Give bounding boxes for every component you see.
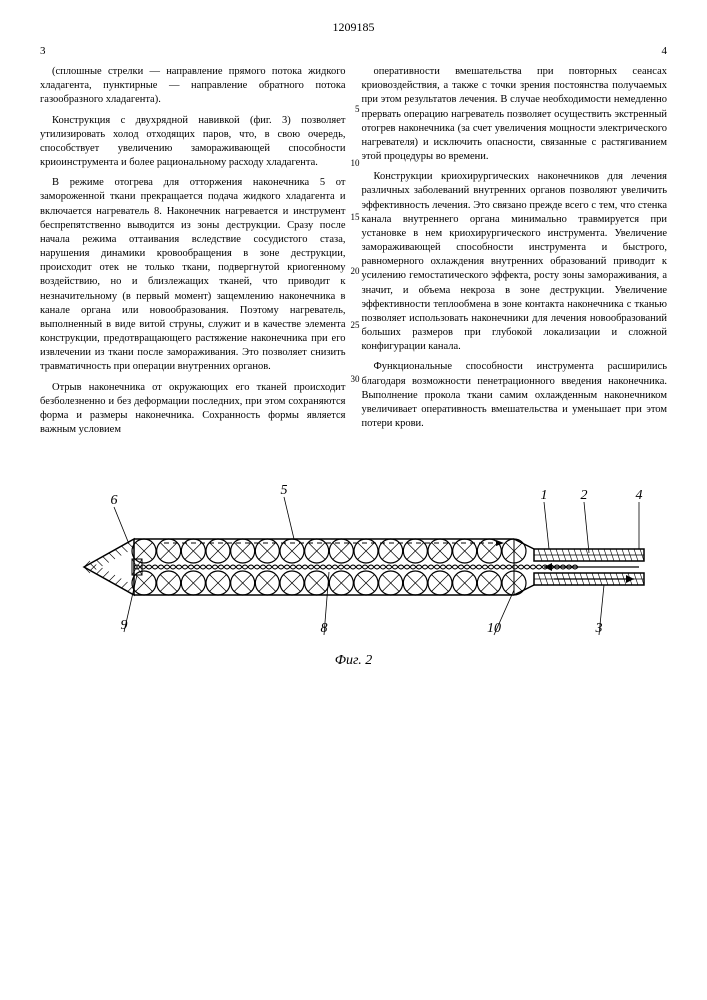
right-column: 5 10 15 20 25 30 оперативности вмешатель…: [362, 65, 668, 443]
svg-text:1: 1: [540, 488, 547, 503]
para: В режиме отогрева для отторжения наконеч…: [40, 176, 346, 374]
figure-svg: 6 5 1 2 4 9 8 10 3: [44, 467, 664, 647]
page-header: 3 4: [40, 45, 667, 57]
line-number: 25: [348, 319, 360, 331]
para: оперативности вмешательства при повторны…: [362, 65, 668, 164]
line-number: 5: [348, 103, 360, 115]
para: (сплошные стрелки — направление прямого …: [40, 65, 346, 108]
page-num-left: 3: [40, 45, 46, 57]
para: Конструкция с двухрядной навивкой (фиг. …: [40, 114, 346, 171]
page: 1209185 3 4 (сплошные стрелки — направле…: [0, 0, 707, 689]
line-number: 30: [348, 373, 360, 385]
svg-text:4: 4: [635, 488, 642, 503]
line-number: 15: [348, 211, 360, 223]
svg-text:3: 3: [594, 621, 602, 636]
svg-text:8: 8: [320, 621, 327, 636]
svg-text:6: 6: [110, 493, 117, 508]
svg-text:2: 2: [580, 488, 587, 503]
svg-text:10: 10: [487, 621, 501, 636]
document-number: 1209185: [40, 20, 667, 35]
figure-caption: Фиг. 2: [40, 653, 667, 669]
line-number: 10: [348, 157, 360, 169]
page-num-right: 4: [662, 45, 668, 57]
figure-2: 6 5 1 2 4 9 8 10 3 Фиг. 2: [40, 467, 667, 669]
svg-text:5: 5: [280, 483, 287, 498]
svg-text:9: 9: [120, 618, 127, 633]
text-columns: (сплошные стрелки — направление прямого …: [40, 65, 667, 443]
para: Отрыв наконечника от окружающих его ткан…: [40, 381, 346, 438]
line-number: 20: [348, 265, 360, 277]
para: Функциональные способности инструмента р…: [362, 360, 668, 431]
para: Конструкции криохирургических наконечник…: [362, 170, 668, 354]
left-column: (сплошные стрелки — направление прямого …: [40, 65, 346, 443]
